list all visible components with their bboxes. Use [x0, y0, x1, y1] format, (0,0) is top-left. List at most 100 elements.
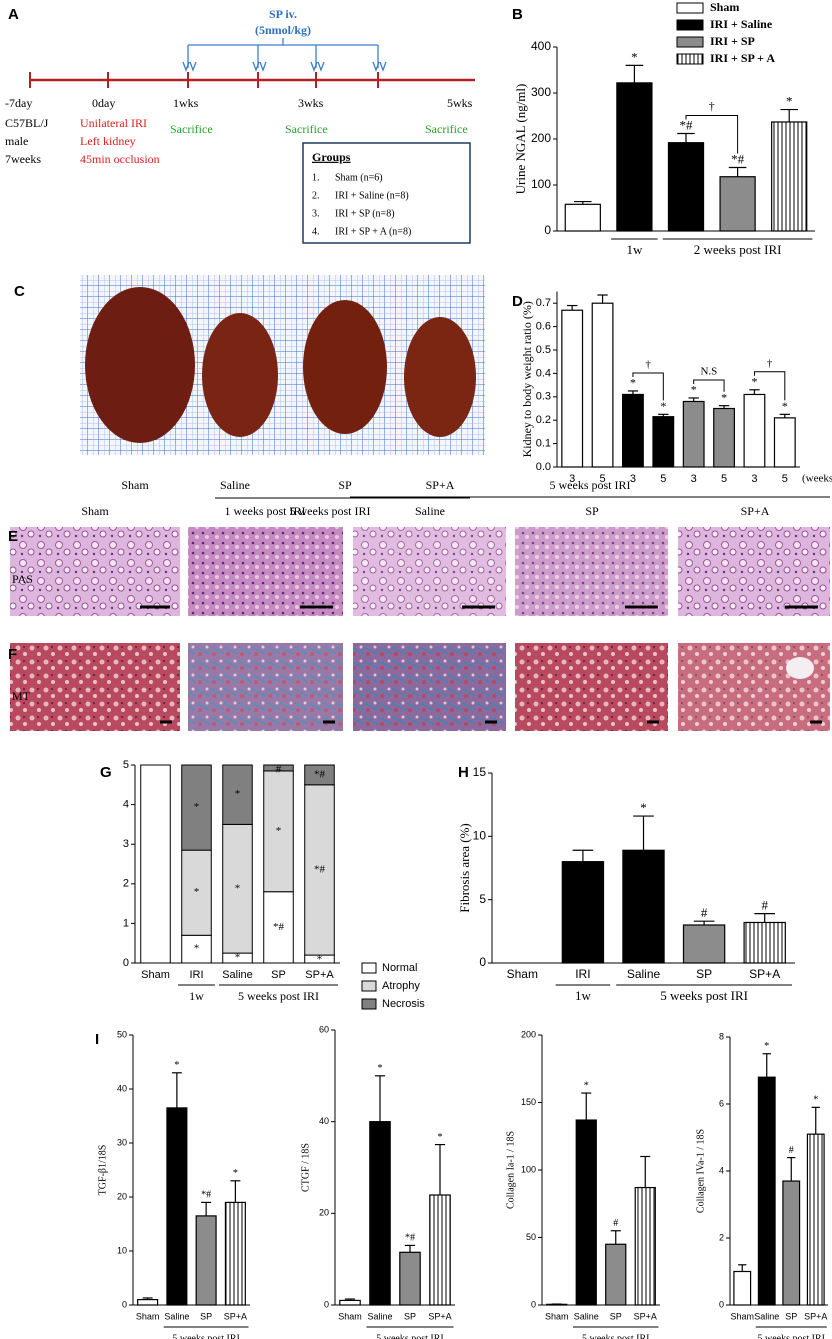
- legend-swatch: [361, 962, 377, 974]
- x-tick-label: SP+A: [428, 1311, 451, 1321]
- annotation: *#: [680, 117, 694, 132]
- group-num: 4.: [312, 226, 320, 237]
- y-tick-label: 20: [319, 1208, 329, 1218]
- x-tick-label: Sham: [507, 967, 538, 981]
- group-label: 5 weeks post IRI: [238, 989, 319, 1003]
- annotation: *: [631, 49, 638, 64]
- x-tick-label: SP+A: [749, 967, 780, 981]
- y-axis-label: CTGF / 18S: [300, 1143, 311, 1192]
- surgery: Unilateral IRI: [80, 116, 147, 130]
- legend-swatch: [361, 998, 377, 1010]
- panel-label: C: [14, 283, 25, 300]
- sacrifice: Sacrifice: [170, 122, 213, 136]
- panel-label: A: [8, 6, 19, 23]
- y-tick-label: 0.6: [536, 321, 551, 333]
- micrograph: [353, 527, 506, 616]
- panel-label: B: [512, 6, 523, 23]
- group-item: IRI + SP + A (n=8): [335, 226, 411, 237]
- y-tick-label: 300: [531, 85, 551, 99]
- bar-segment: [222, 764, 253, 825]
- bracket-label: N.S: [700, 366, 717, 378]
- legend-label: IRI + Saline: [710, 17, 773, 31]
- time-label: 3wks: [298, 96, 324, 110]
- y-axis-label: Collagen Ia-1 / 18S: [505, 1131, 516, 1209]
- bar: [719, 176, 756, 232]
- y-tick-label: 5: [479, 892, 486, 906]
- annotation: *: [584, 1080, 589, 1091]
- time-label: 1wks: [173, 96, 199, 110]
- bar: [743, 921, 786, 964]
- surgery: 45min occlusion: [80, 152, 160, 166]
- bar: [369, 1121, 391, 1306]
- annotation: *: [276, 825, 282, 837]
- bar: [561, 309, 584, 468]
- x-tick-label: 3: [630, 473, 636, 485]
- annotation: *: [786, 94, 793, 109]
- y-tick-label: 4: [123, 799, 129, 811]
- micrograph: [678, 643, 830, 731]
- y-tick-label: 60: [319, 1024, 329, 1034]
- annotation: *: [194, 886, 200, 898]
- legend-label: IRI + SP + A: [710, 51, 775, 65]
- sacrifice: Sacrifice: [425, 122, 468, 136]
- annotation: *: [233, 1168, 238, 1179]
- bracket: [685, 114, 739, 154]
- group-num: 3.: [312, 208, 320, 219]
- annotation: *: [378, 1063, 383, 1074]
- bar: [564, 203, 601, 232]
- y-tick-label: 0.0: [536, 461, 551, 473]
- x-tick-label: Saline: [164, 1311, 189, 1321]
- annotation: *: [751, 375, 757, 389]
- panel-label: I: [95, 1031, 99, 1048]
- bar-segment: [181, 764, 212, 851]
- x-tick-label: SP+A: [224, 1311, 247, 1321]
- time-ticks: [29, 72, 379, 88]
- bar: [667, 142, 705, 232]
- column-label: SP: [585, 504, 599, 518]
- legend-label: Sham: [710, 0, 739, 14]
- bar: [224, 1201, 246, 1306]
- micrograph: [10, 527, 180, 616]
- annotation: *: [317, 954, 323, 966]
- y-tick-label: 50: [526, 1232, 536, 1242]
- row-label: PAS: [12, 572, 33, 586]
- legend-label: IRI + SP: [710, 34, 755, 48]
- y-tick-label: 0: [531, 1299, 536, 1309]
- column-group: 5 weeks post IRI: [550, 478, 631, 492]
- row-label: MT: [12, 689, 31, 703]
- group-num: 2.: [312, 190, 320, 201]
- bar: [782, 1180, 801, 1306]
- y-tick-label: 0.5: [536, 344, 551, 356]
- y-tick-label: 1: [123, 917, 129, 929]
- y-tick-label: 2: [123, 878, 129, 890]
- bar-segment: [181, 849, 212, 936]
- bar: [757, 1076, 776, 1306]
- group-item: Sham (n=6): [335, 172, 383, 183]
- legend-label: Necrosis: [382, 998, 425, 1010]
- y-tick-label: 0.3: [536, 391, 551, 403]
- micrograph: [10, 643, 180, 731]
- annotation: #: [761, 898, 768, 913]
- bar: [622, 393, 644, 468]
- group-item: IRI + SP (n=8): [335, 208, 395, 219]
- bar-segment: [304, 764, 335, 786]
- panel-label: H: [458, 764, 469, 781]
- photo-label: Sham: [121, 478, 149, 492]
- x-tick-label: Sham: [141, 969, 170, 981]
- x-tick-label: 3: [751, 473, 757, 485]
- bar-segment: [140, 764, 171, 964]
- group-label: 1w: [626, 242, 643, 257]
- bar: [773, 417, 796, 468]
- legend-swatch: [676, 2, 704, 14]
- treatment-dose: (5nmol/kg): [255, 23, 311, 37]
- bracket: [693, 379, 725, 392]
- y-tick-label: 0.4: [536, 367, 551, 379]
- x-tick-label: 3: [569, 473, 575, 485]
- legend-swatch: [361, 980, 377, 992]
- animal: male: [5, 134, 28, 148]
- y-tick-label: 400: [531, 39, 551, 53]
- x-tick-label: Saline: [627, 967, 661, 981]
- column-label: 1 weeks post IRI: [225, 504, 306, 518]
- sacrifice: Sacrifice: [285, 122, 328, 136]
- y-tick-label: 50: [117, 1029, 127, 1039]
